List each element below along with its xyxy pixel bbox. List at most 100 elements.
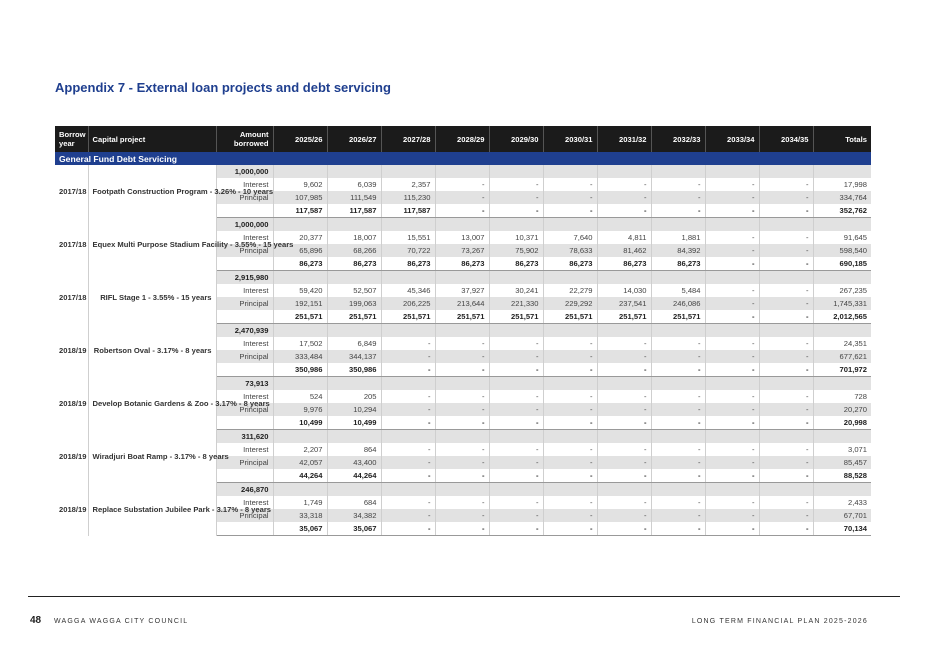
interest-value: 30,241 xyxy=(489,284,544,297)
empty-cell xyxy=(597,217,652,231)
total-value: - xyxy=(597,522,652,536)
row-label: Interest xyxy=(216,178,274,191)
empty-cell xyxy=(759,217,814,231)
section-row: General Fund Debt Servicing xyxy=(55,152,871,165)
interest-value: 2,433 xyxy=(813,496,871,509)
interest-value: - xyxy=(597,443,652,456)
column-header: Amount borrowed xyxy=(216,126,274,152)
interest-value: - xyxy=(705,284,760,297)
principal-value: - xyxy=(381,350,436,363)
interest-value: 37,927 xyxy=(435,284,490,297)
principal-value: - xyxy=(435,350,490,363)
capital-project: Replace Substation Jubilee Park - 3.17% … xyxy=(88,482,271,536)
column-header: 2029/30 xyxy=(489,126,544,152)
total-value: - xyxy=(543,416,598,430)
principal-value: 221,330 xyxy=(489,297,544,310)
principal-value: 65,896 xyxy=(273,244,328,257)
empty-cell xyxy=(327,270,382,284)
principal-value: - xyxy=(597,350,652,363)
principal-value: - xyxy=(651,403,706,416)
principal-value: - xyxy=(705,191,760,204)
interest-value: 6,039 xyxy=(327,178,382,191)
total-value: 35,067 xyxy=(327,522,382,536)
principal-value: 34,382 xyxy=(327,509,382,522)
row-label: Principal xyxy=(216,191,274,204)
total-value: - xyxy=(597,363,652,377)
total-value: 251,571 xyxy=(273,310,328,324)
principal-value: 9,976 xyxy=(273,403,328,416)
total-value: - xyxy=(435,204,490,218)
interest-value: 6,849 xyxy=(327,337,382,350)
interest-value: - xyxy=(543,178,598,191)
total-row: 44,264 44,264- - - - - - - -88,528 xyxy=(55,469,871,483)
column-header: 2030/31 xyxy=(543,126,598,152)
interest-value: - xyxy=(489,390,544,403)
principal-row: Principal 9,976 10,294- - - - - - - -20,270 xyxy=(55,403,871,416)
empty-cell xyxy=(705,323,760,337)
total-value: - xyxy=(651,363,706,377)
empty-cell xyxy=(435,270,490,284)
total-value: - xyxy=(597,204,652,218)
total-value: 251,571 xyxy=(435,310,490,324)
total-value: - xyxy=(759,416,814,430)
principal-value: 33,318 xyxy=(273,509,328,522)
table-header-row: Borrow year Capital project Amount borrowe… xyxy=(55,126,871,152)
total-value: 86,273 xyxy=(489,257,544,271)
principal-value: 677,621 xyxy=(813,350,871,363)
footer-divider xyxy=(28,596,900,597)
total-value: - xyxy=(489,363,544,377)
row-label: Interest xyxy=(216,496,274,509)
row-label: Interest xyxy=(216,443,274,456)
empty-cell xyxy=(705,165,760,178)
total-value: 350,986 xyxy=(273,363,328,377)
principal-value: - xyxy=(543,350,598,363)
interest-value: - xyxy=(381,390,436,403)
principal-value: - xyxy=(705,403,760,416)
principal-value: - xyxy=(381,509,436,522)
column-header: 2033/34 xyxy=(705,126,760,152)
principal-value: 192,151 xyxy=(273,297,328,310)
interest-value: - xyxy=(651,443,706,456)
interest-value: 3,071 xyxy=(813,443,871,456)
interest-value: 18,007 xyxy=(327,231,382,244)
total-value: - xyxy=(705,522,760,536)
interest-value: 24,351 xyxy=(813,337,871,350)
interest-value: 4,811 xyxy=(597,231,652,244)
empty-cell xyxy=(543,429,598,443)
borrow-year: 2017/18 xyxy=(55,270,89,324)
total-value: 44,264 xyxy=(327,469,382,483)
principal-value: - xyxy=(651,350,706,363)
empty-cell xyxy=(543,376,598,390)
borrow-year: 2018/19 xyxy=(55,323,89,377)
interest-value: - xyxy=(543,443,598,456)
empty-cell xyxy=(273,165,328,178)
total-value: 20,998 xyxy=(813,416,871,430)
interest-value: - xyxy=(759,390,814,403)
section-title: General Fund Debt Servicing xyxy=(55,152,871,165)
principal-value: 10,294 xyxy=(327,403,382,416)
table-row: 2018/19 Robertson Oval - 3.17% - 8 years 2… xyxy=(55,323,871,377)
row-label xyxy=(216,363,274,377)
column-header: Totals xyxy=(813,126,871,152)
principal-value: 334,764 xyxy=(813,191,871,204)
table-row: 2018/19 Develop Botanic Gardens & Zoo - 3… xyxy=(55,376,871,430)
principal-value: - xyxy=(435,191,490,204)
interest-value: 524 xyxy=(273,390,328,403)
empty-cell xyxy=(759,482,814,496)
amount-borrowed: 311,620 xyxy=(216,429,274,443)
total-value: - xyxy=(381,416,436,430)
empty-cell xyxy=(489,270,544,284)
page-title: Appendix 7 - External loan projects and … xyxy=(55,80,391,95)
empty-cell xyxy=(759,165,814,178)
borrow-year: 2018/19 xyxy=(55,429,89,483)
total-value: - xyxy=(435,363,490,377)
empty-cell xyxy=(381,270,436,284)
total-value: 86,273 xyxy=(435,257,490,271)
principal-value: 1,745,331 xyxy=(813,297,871,310)
empty-cell xyxy=(813,165,871,178)
interest-value: 14,030 xyxy=(597,284,652,297)
interest-value: - xyxy=(381,337,436,350)
empty-cell xyxy=(813,376,871,390)
interest-value: - xyxy=(435,496,490,509)
principal-value: - xyxy=(489,509,544,522)
